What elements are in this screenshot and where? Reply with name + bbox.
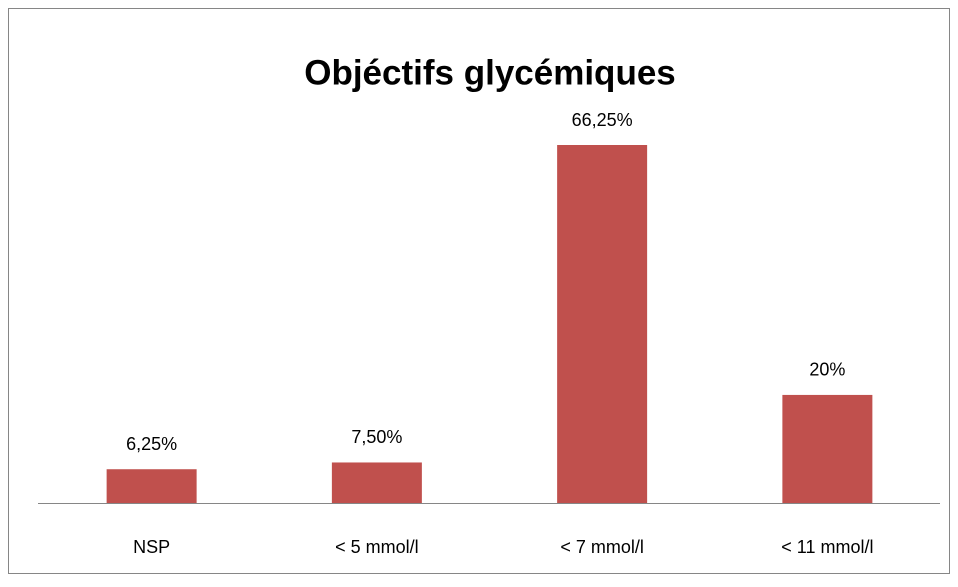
x-tick-label: < 5 mmol/l <box>335 537 419 557</box>
x-tick-label: NSP <box>133 537 170 557</box>
chart-title: Objéctifs glycémiques <box>304 53 676 92</box>
bar <box>106 469 197 503</box>
bar <box>557 145 648 503</box>
value-label: 66,25% <box>572 110 633 130</box>
bar <box>331 462 422 503</box>
value-label: 6,25% <box>126 434 177 454</box>
value-label: 7,50% <box>351 427 402 447</box>
value-label: 20% <box>809 360 845 380</box>
x-tick-label: < 7 mmol/l <box>560 537 644 557</box>
x-tick-label: < 11 mmol/l <box>781 537 873 557</box>
bar <box>782 394 873 503</box>
